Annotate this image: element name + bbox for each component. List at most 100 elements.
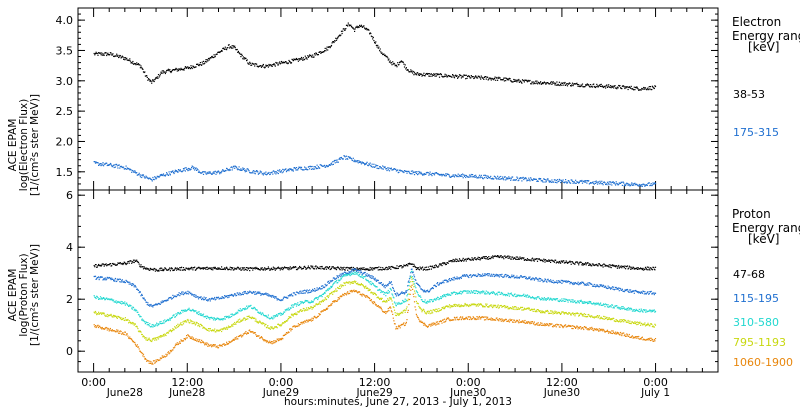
data-point bbox=[270, 316, 273, 318]
data-point bbox=[144, 321, 146, 323]
data-point bbox=[420, 268, 422, 270]
data-point bbox=[403, 170, 406, 172]
data-point bbox=[601, 304, 603, 306]
data-point bbox=[317, 289, 319, 291]
data-point bbox=[144, 337, 146, 339]
data-point bbox=[497, 177, 499, 179]
data-point bbox=[566, 182, 569, 184]
data-point bbox=[648, 310, 650, 312]
data-point bbox=[365, 28, 367, 30]
data-point bbox=[227, 169, 230, 171]
data-point bbox=[472, 174, 474, 176]
data-point bbox=[391, 265, 393, 268]
data-point bbox=[310, 301, 312, 303]
data-point bbox=[597, 265, 599, 267]
data-point bbox=[532, 277, 534, 279]
data-point bbox=[126, 319, 128, 321]
data-point bbox=[192, 308, 194, 311]
data-point bbox=[124, 263, 126, 265]
data-point bbox=[255, 266, 257, 268]
data-point bbox=[230, 269, 232, 271]
data-point bbox=[209, 318, 211, 320]
data-point bbox=[525, 276, 527, 278]
data-point bbox=[197, 311, 199, 313]
data-point bbox=[418, 285, 421, 287]
data-point bbox=[287, 267, 289, 269]
data-point bbox=[195, 294, 197, 296]
data-point bbox=[650, 290, 652, 292]
data-point bbox=[593, 264, 595, 267]
data-point bbox=[272, 315, 274, 317]
data-point bbox=[187, 293, 190, 295]
data-point bbox=[144, 267, 146, 269]
data-point bbox=[328, 164, 330, 166]
data-point bbox=[260, 171, 263, 173]
data-point bbox=[379, 268, 381, 271]
data-point bbox=[437, 73, 439, 75]
data-point bbox=[117, 300, 119, 303]
data-point bbox=[352, 27, 354, 29]
data-point bbox=[252, 170, 254, 172]
data-point bbox=[533, 298, 535, 300]
data-point bbox=[206, 266, 208, 268]
data-point bbox=[500, 175, 502, 178]
data-point bbox=[351, 272, 353, 274]
data-point bbox=[242, 58, 244, 60]
data-point bbox=[397, 293, 399, 295]
data-point bbox=[154, 338, 156, 340]
data-point bbox=[630, 289, 632, 291]
data-point bbox=[543, 280, 545, 282]
data-point bbox=[136, 325, 138, 327]
data-point bbox=[180, 67, 182, 69]
data-point bbox=[456, 75, 458, 77]
data-point bbox=[402, 61, 404, 63]
data-point bbox=[474, 257, 476, 259]
data-point bbox=[127, 281, 129, 283]
data-point bbox=[584, 302, 586, 304]
data-point bbox=[312, 288, 314, 290]
data-point bbox=[422, 173, 424, 175]
data-point bbox=[335, 278, 337, 280]
data-point bbox=[395, 304, 397, 306]
data-point bbox=[388, 266, 390, 268]
data-point bbox=[317, 298, 319, 301]
data-point bbox=[124, 261, 126, 264]
data-point bbox=[426, 72, 428, 75]
data-point bbox=[137, 174, 140, 176]
data-point bbox=[393, 63, 396, 65]
data-point bbox=[151, 269, 153, 271]
data-point bbox=[520, 81, 522, 83]
data-point bbox=[231, 268, 233, 270]
data-point bbox=[433, 73, 435, 75]
data-point bbox=[481, 176, 483, 178]
data-point bbox=[525, 178, 527, 180]
data-point bbox=[309, 168, 311, 170]
data-point bbox=[618, 307, 620, 309]
data-point bbox=[214, 318, 216, 320]
data-point bbox=[188, 269, 190, 271]
data-point bbox=[172, 170, 174, 172]
data-point bbox=[475, 274, 477, 276]
data-point bbox=[434, 172, 436, 174]
data-point bbox=[445, 296, 447, 298]
data-point bbox=[176, 294, 178, 296]
data-point bbox=[131, 321, 133, 324]
data-point bbox=[643, 293, 645, 295]
data-point bbox=[301, 290, 303, 292]
data-point bbox=[616, 183, 618, 185]
data-point bbox=[123, 303, 125, 305]
data-point bbox=[555, 262, 557, 264]
data-point bbox=[248, 63, 250, 65]
data-point bbox=[173, 69, 175, 71]
data-point bbox=[232, 269, 234, 271]
data-point bbox=[176, 68, 178, 70]
data-point bbox=[454, 260, 456, 262]
data-point bbox=[136, 174, 138, 176]
data-point bbox=[176, 170, 178, 172]
data-point bbox=[309, 267, 311, 269]
data-point bbox=[178, 324, 180, 327]
data-point bbox=[236, 313, 238, 315]
data-point bbox=[155, 337, 157, 339]
data-point bbox=[639, 268, 641, 270]
data-point bbox=[129, 321, 131, 323]
